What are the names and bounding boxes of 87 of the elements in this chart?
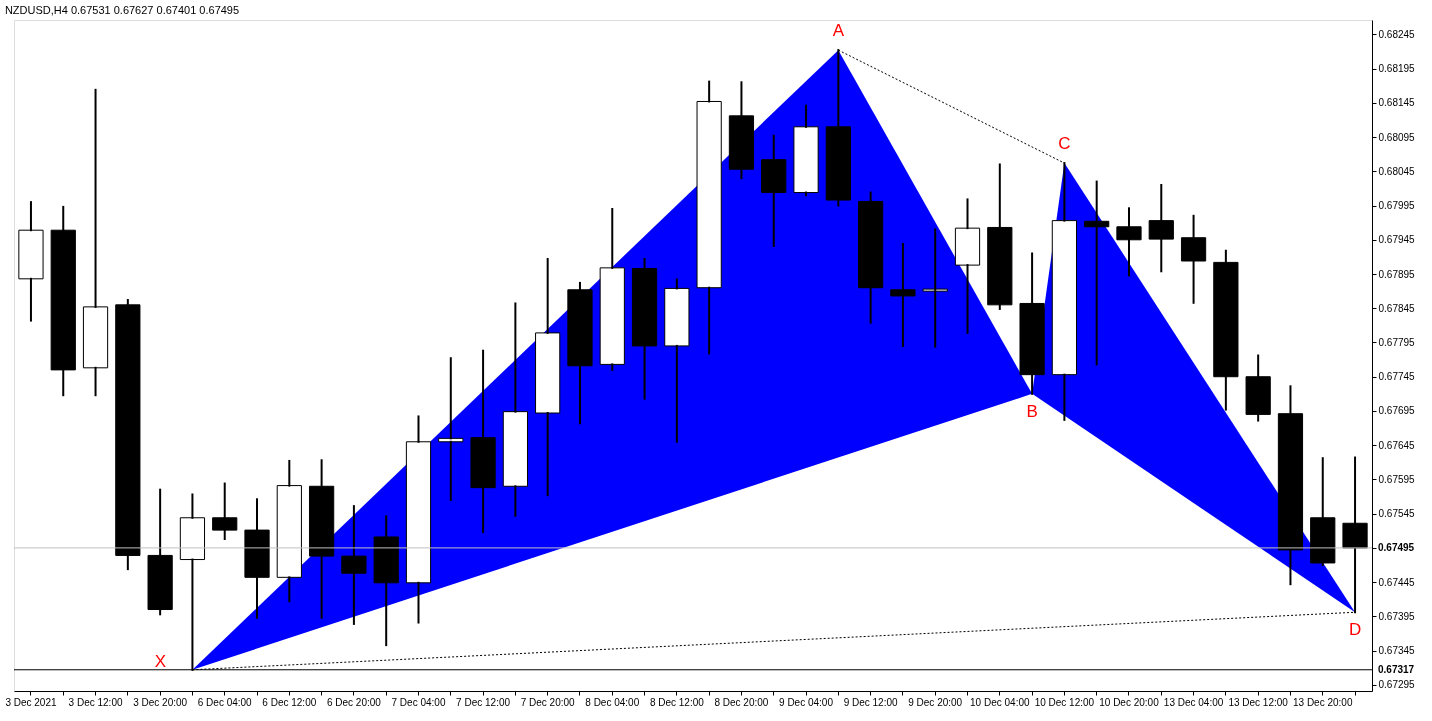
candlestick <box>1084 180 1110 366</box>
candlestick <box>438 357 464 501</box>
y-tick-label: 0.67395 <box>1378 610 1416 622</box>
candlestick <box>1019 252 1045 395</box>
x-tick-label: 8 Dec 12:00 <box>649 696 705 708</box>
annotation: C <box>1058 134 1071 154</box>
candlestick <box>858 191 884 324</box>
candlestick <box>1116 207 1142 277</box>
x-tick-label: 7 Dec 20:00 <box>520 696 576 708</box>
y-tick-label: 0.68045 <box>1378 165 1416 177</box>
y-tick-label: 0.68145 <box>1378 97 1416 109</box>
y-tick-label: 0.67295 <box>1378 679 1416 691</box>
candlestick <box>1180 214 1207 304</box>
y-tick-label: 0.68095 <box>1378 131 1416 143</box>
candlestick <box>1310 457 1336 567</box>
candlestick <box>599 207 625 371</box>
x-tick-label: 10 Dec 20:00 <box>1099 696 1160 708</box>
x-tick-label: 9 Dec 04:00 <box>779 696 834 708</box>
candlestick <box>1148 184 1174 273</box>
candlestick <box>50 205 76 397</box>
candlestick <box>664 278 690 443</box>
candlestick <box>761 134 787 247</box>
x-tick-label: 10 Dec 04:00 <box>970 696 1030 708</box>
x-tick-label: 9 Dec 12:00 <box>843 696 899 708</box>
candlestick <box>373 515 399 647</box>
y-tick-label: 0.67995 <box>1378 200 1416 212</box>
candlestick <box>922 228 948 348</box>
y-tick-label: 0.67895 <box>1378 268 1416 280</box>
y-tick-label: 0.67945 <box>1378 234 1416 246</box>
candlestick <box>244 498 270 619</box>
annotation: X <box>154 651 167 671</box>
candlestick <box>1277 385 1304 586</box>
candlestick <box>793 104 819 197</box>
candlestick <box>147 488 173 616</box>
y-tick-label: 0.68195 <box>1378 63 1416 75</box>
candlestick <box>954 198 981 334</box>
x-tick-label: 13 Dec 04:00 <box>1163 696 1224 708</box>
y-tick-label: 0.67845 <box>1378 302 1416 314</box>
candlestick <box>987 163 1013 310</box>
y-tick-label: 0.67645 <box>1378 439 1416 451</box>
candlestick <box>18 201 44 322</box>
y-tick-label: 0.67795 <box>1378 336 1416 348</box>
candlestick <box>1051 162 1077 421</box>
y-tick-label: 0.67445 <box>1378 576 1416 588</box>
x-tick-label: 7 Dec 12:00 <box>456 696 511 708</box>
y-tick-label: 0.67695 <box>1378 405 1416 417</box>
candlestick <box>890 242 916 347</box>
x-tick-label: 9 Dec 20:00 <box>908 696 963 708</box>
candlestick <box>535 257 561 497</box>
candlestick <box>696 80 722 355</box>
x-tick-label: 6 Dec 12:00 <box>262 696 317 708</box>
x-tick-label: 6 Dec 20:00 <box>326 696 382 708</box>
y-tick-label: 0.67745 <box>1378 371 1416 383</box>
x-tick-label: 3 Dec 2021 <box>5 696 57 708</box>
candlestick <box>405 415 432 624</box>
candlestick <box>728 81 755 180</box>
x-tick-label: 7 Dec 04:00 <box>391 696 446 708</box>
annotation: B <box>1026 401 1038 421</box>
chart-title: NZDUSD,H4 0.67531 0.67627 0.67401 0.67495 <box>4 4 240 16</box>
annotation: A <box>832 21 845 41</box>
candlestick <box>341 505 367 625</box>
candlestick <box>1213 249 1239 411</box>
candlestick <box>631 257 658 400</box>
candlestick <box>212 482 238 540</box>
ref-line-label: 0.67495 <box>1378 541 1415 553</box>
candlestick <box>276 459 302 603</box>
x-tick-label: 10 Dec 12:00 <box>1034 696 1095 708</box>
x-tick-label: 13 Dec 20:00 <box>1293 696 1353 708</box>
x-tick-label: 13 Dec 12:00 <box>1228 696 1289 708</box>
y-tick-label: 0.67545 <box>1378 508 1416 520</box>
x-tick-label: 6 Dec 04:00 <box>197 696 253 708</box>
x-tick-label: 3 Dec 12:00 <box>68 696 123 708</box>
candlestick <box>502 302 528 517</box>
x-tick-label: 8 Dec 20:00 <box>714 696 769 708</box>
ref-line-label: 0.67317 <box>1378 663 1415 675</box>
annotation: D <box>1348 620 1362 640</box>
x-tick-label: 3 Dec 20:00 <box>133 696 188 708</box>
x-tick-label: 8 Dec 04:00 <box>585 696 640 708</box>
candlestick <box>309 459 335 619</box>
candlestick <box>567 281 593 425</box>
y-tick-label: 0.67595 <box>1378 473 1416 485</box>
candlestick <box>115 299 141 571</box>
y-tick-label: 0.67345 <box>1378 645 1416 657</box>
candlestick <box>82 88 109 397</box>
candlestick <box>470 349 496 534</box>
y-tick-label: 0.68245 <box>1378 28 1416 40</box>
candlestick <box>1245 354 1271 422</box>
